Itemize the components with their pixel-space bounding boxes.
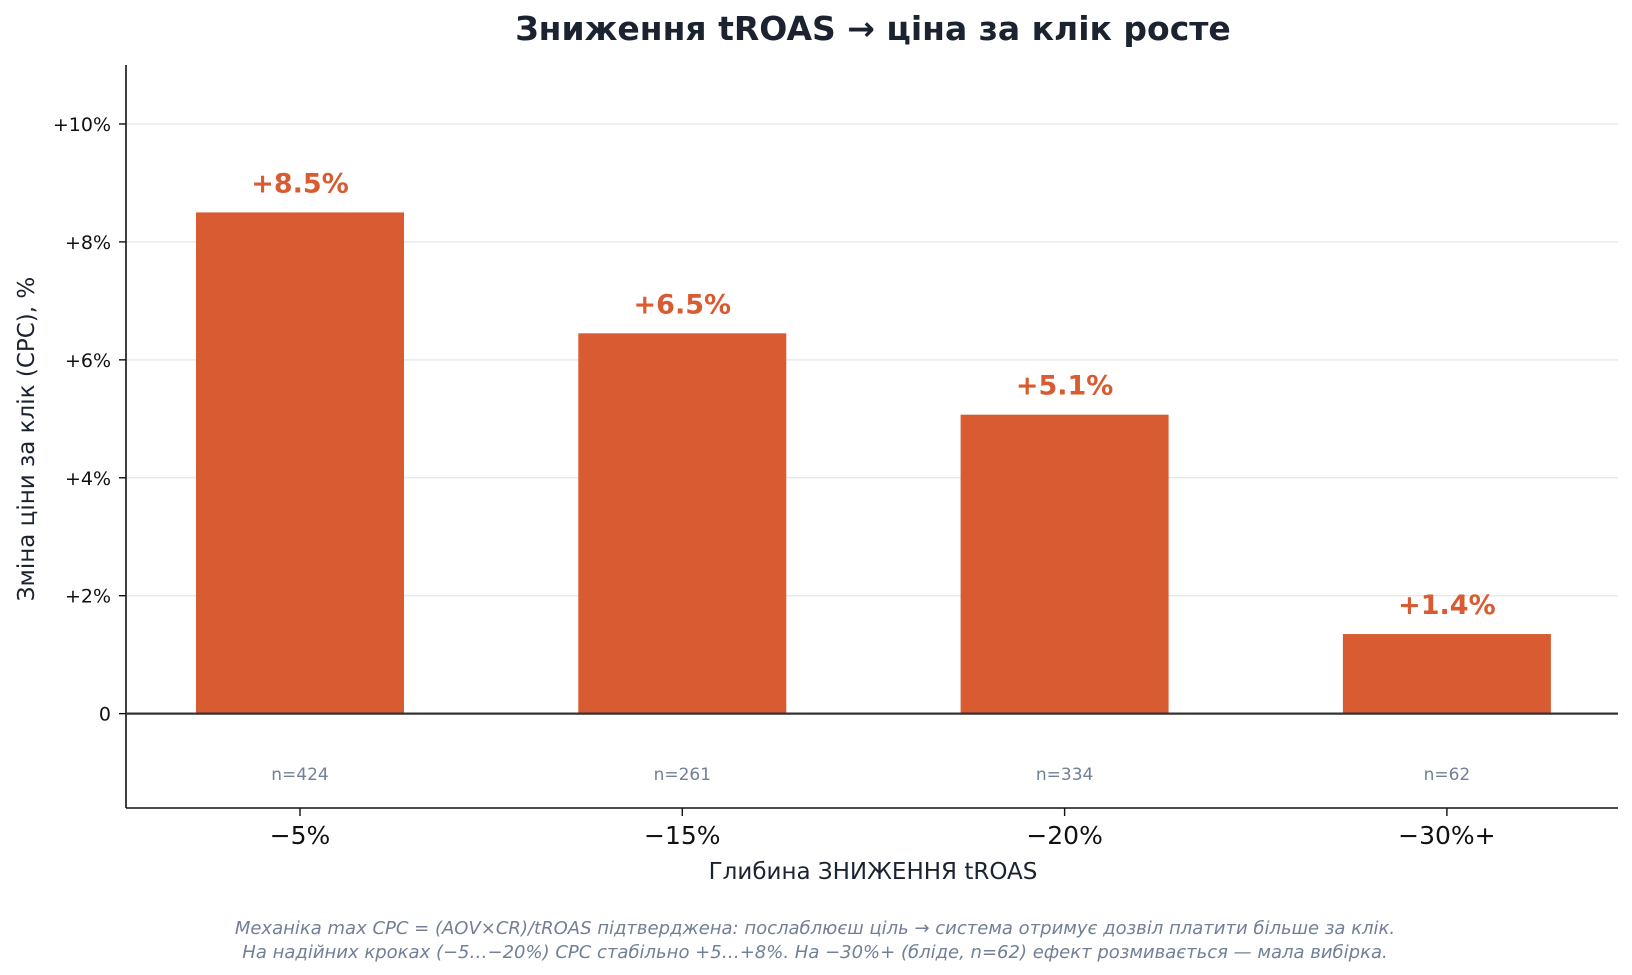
x-axis-ticks: −5% −15% −20% −30%+ <box>270 808 1496 850</box>
sample-size-label: n=424 <box>271 765 328 785</box>
bar <box>1342 634 1551 714</box>
sample-size-label: n=261 <box>654 765 711 785</box>
x-tick-label: −30%+ <box>1398 821 1495 850</box>
bar-value-label: +5.1% <box>1016 371 1114 402</box>
sample-size-labels: n=424 n=261 n=334 n=62 <box>271 765 1470 785</box>
value-labels: +8.5% +6.5% +5.1% +1.4% <box>251 168 1495 621</box>
bar <box>578 333 787 714</box>
sample-size-label: n=334 <box>1036 765 1093 785</box>
x-tick-label: −5% <box>270 821 331 850</box>
bars <box>196 212 1551 714</box>
x-axis-label: Глибина ЗНИЖЕННЯ tROAS <box>709 859 1038 885</box>
y-axis-ticks: 0 +2% +4% +6% +8% +10% <box>53 114 126 726</box>
sample-size-label: n=62 <box>1424 765 1471 785</box>
x-tick-label: −20% <box>1026 821 1103 850</box>
y-tick-label: +2% <box>65 586 111 608</box>
y-axis-label: Зміна ціни за клік (CPC), % <box>14 277 40 602</box>
x-tick-label: −15% <box>644 821 721 850</box>
bar-value-label: +6.5% <box>634 289 732 320</box>
footnote-line-2: На надійних кроках (−5…−20%) CPC стабіль… <box>242 942 1387 963</box>
y-tick-label: +6% <box>65 350 111 372</box>
y-tick-label: +8% <box>65 232 111 254</box>
bar <box>196 212 404 714</box>
y-tick-label: +10% <box>53 114 111 136</box>
chart-title: Зниження tROAS → ціна за клік росте <box>515 9 1231 48</box>
y-tick-label: 0 <box>99 704 111 726</box>
bar <box>960 414 1169 714</box>
bar-value-label: +1.4% <box>1398 590 1496 621</box>
bar-value-label: +8.5% <box>251 168 349 199</box>
footnote-line-1: Механіка max CPC = (AOV×CR)/tROAS підтве… <box>235 918 1395 939</box>
y-tick-label: +4% <box>65 468 111 490</box>
